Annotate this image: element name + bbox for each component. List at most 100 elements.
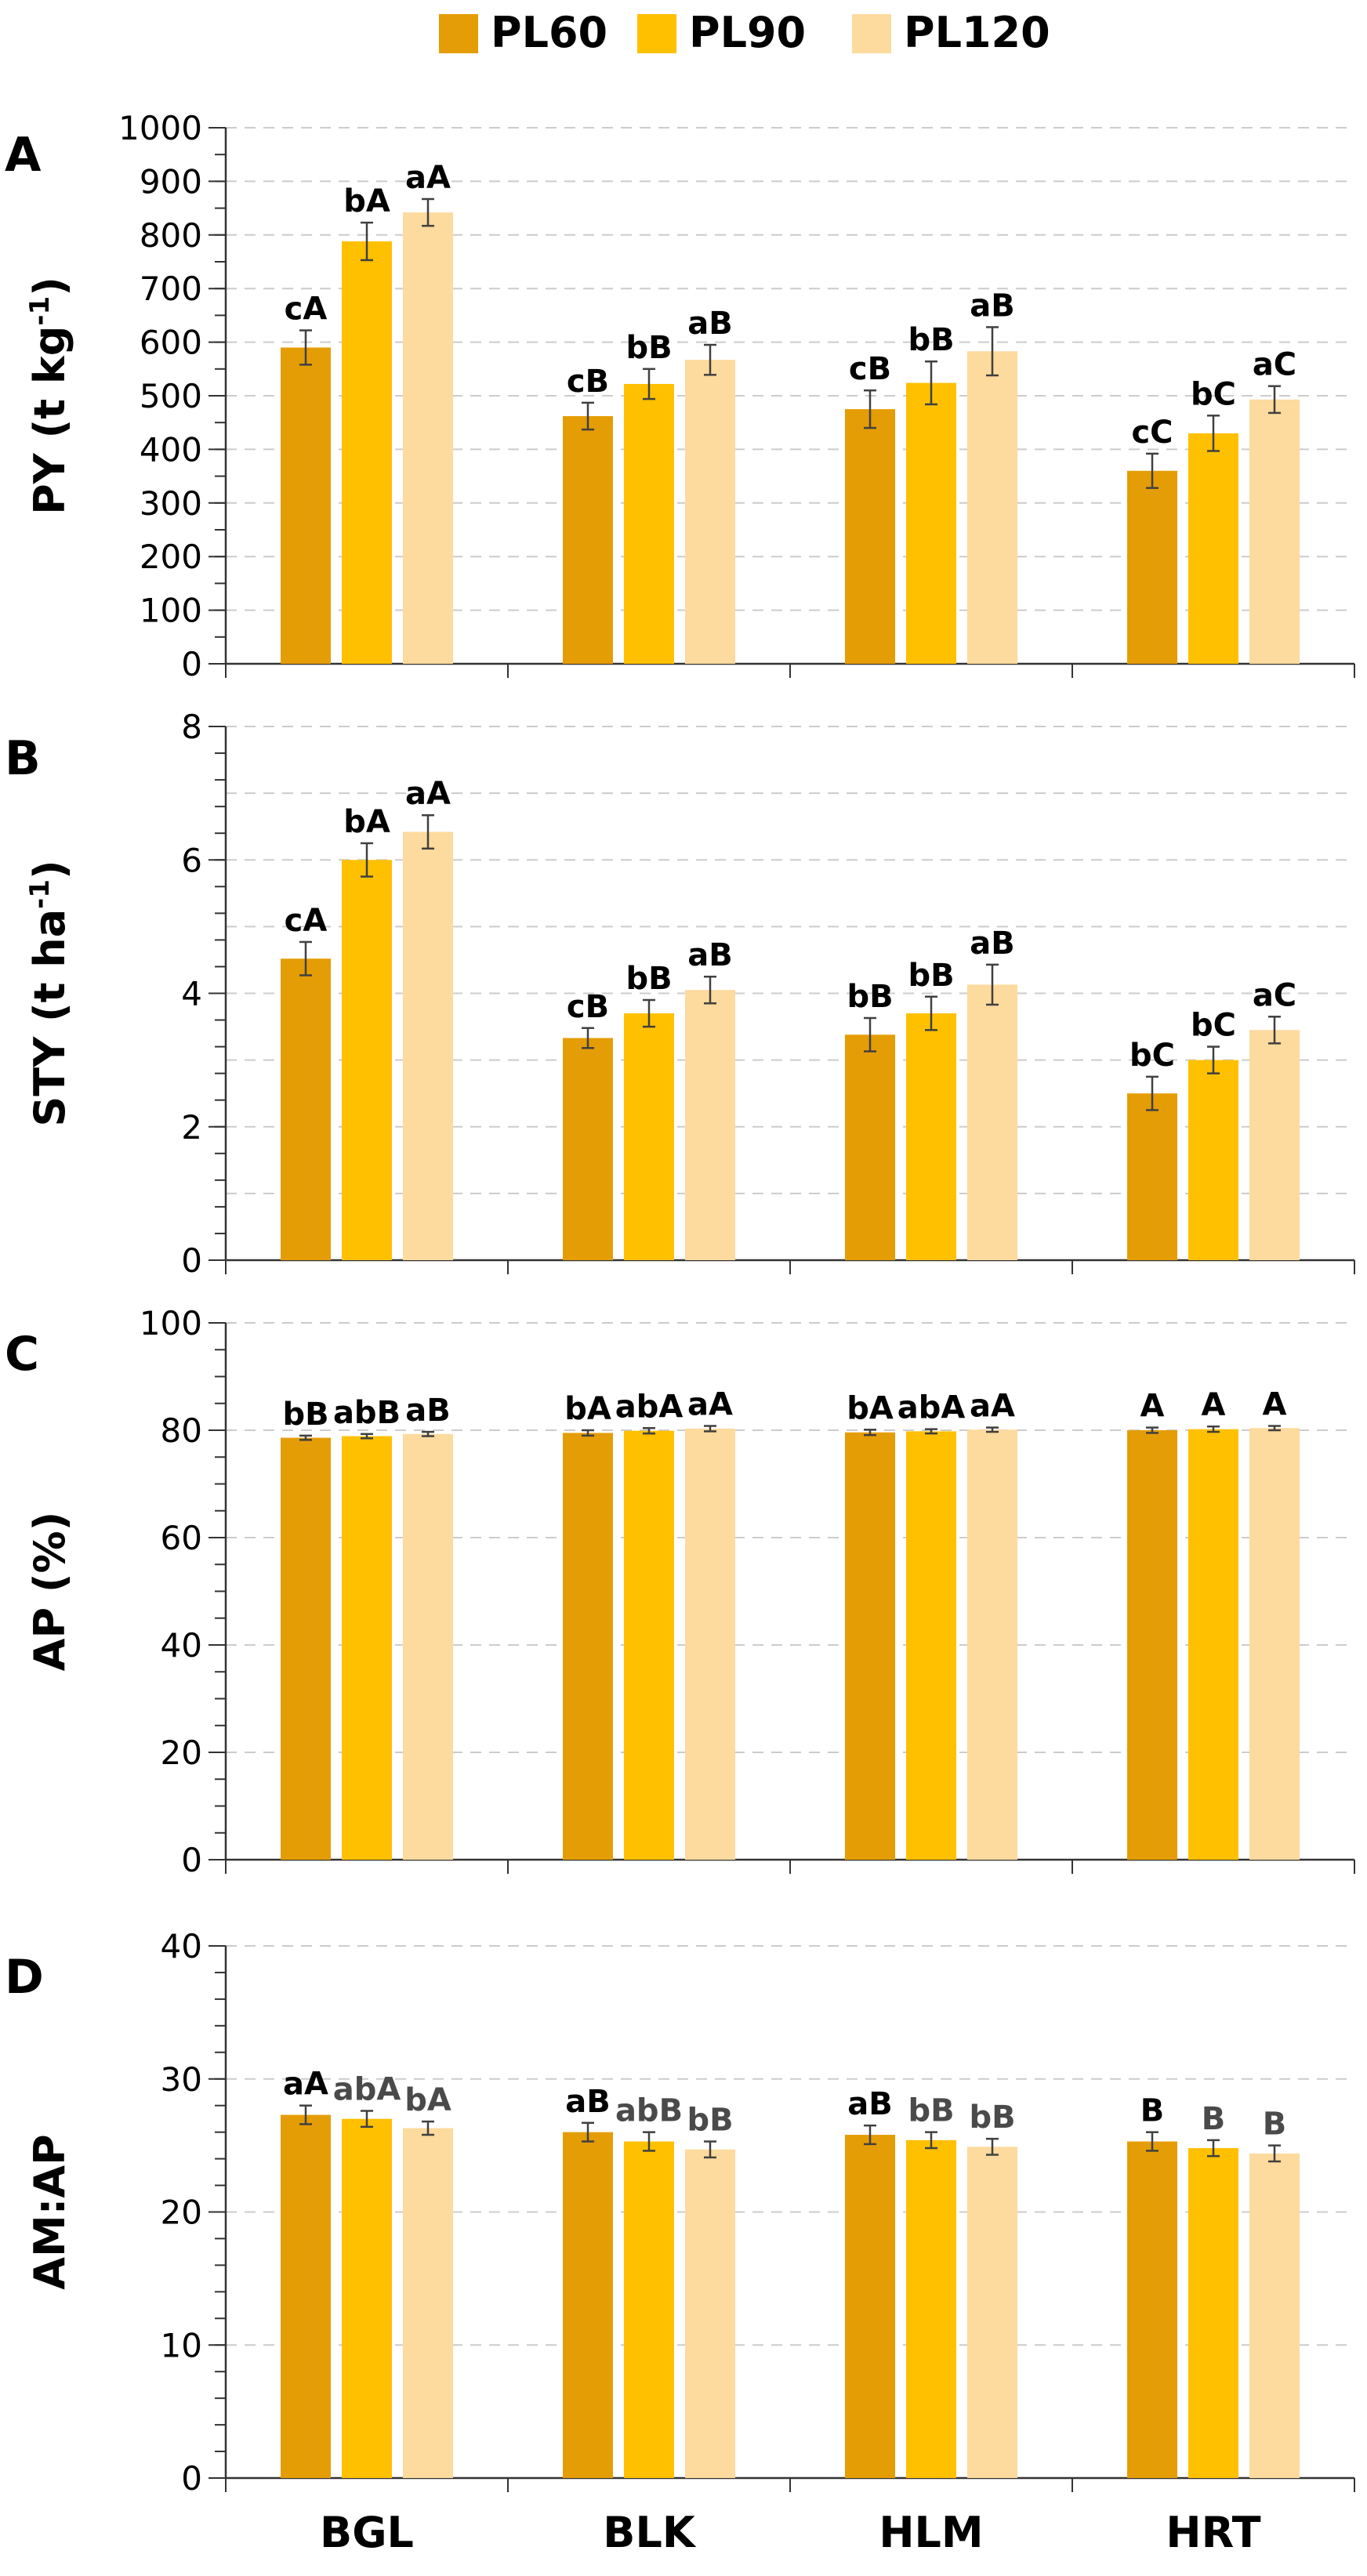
bar-pl120-hlm	[967, 351, 1017, 664]
bar-pl60-blk	[563, 1433, 613, 1860]
significance-label: bC	[1191, 1008, 1236, 1044]
legend: PL60 PL90 PL120	[439, 8, 1050, 57]
bar-pl90-blk	[624, 1013, 674, 1260]
y-axis-label: AM:AP	[25, 2134, 74, 2290]
y-tick-label: 800	[140, 216, 202, 255]
significance-label: aB	[970, 288, 1014, 324]
significance-label: bB	[908, 958, 954, 994]
significance-label: bB	[969, 2100, 1015, 2136]
significance-label: aB	[847, 2086, 892, 2122]
significance-label: bB	[908, 322, 954, 358]
significance-label: aA	[687, 1387, 733, 1423]
y-tick-label: 900	[140, 162, 202, 201]
bar-pl60-bgl	[281, 958, 331, 1260]
y-axis-label: PY (t kg-1)	[24, 277, 74, 515]
y-tick-label: 700	[140, 270, 202, 308]
significance-label: aB	[970, 926, 1014, 962]
significance-label: aA	[283, 2067, 328, 2103]
bar-pl60-hlm	[845, 1034, 895, 1260]
y-tick-label: 300	[140, 484, 202, 523]
significance-label: B	[1263, 2107, 1287, 2143]
y-tick-label: 10	[161, 2326, 202, 2364]
significance-label: abA	[897, 1390, 966, 1426]
bar-pl60-blk	[563, 1038, 613, 1260]
y-tick-label: 40	[161, 1927, 202, 1966]
bar-pl90-hlm	[906, 2139, 956, 2478]
significance-label: bB	[847, 979, 893, 1015]
significance-label: cA	[285, 903, 328, 939]
significance-label: abA	[333, 2071, 401, 2107]
x-category-label-hlm: HLM	[879, 2508, 983, 2557]
bar-pl90-bgl	[342, 1436, 392, 1860]
bar-pl60-hlm	[845, 1432, 895, 1860]
bar-pl120-hlm	[967, 1429, 1017, 1860]
significance-label: bA	[847, 1390, 894, 1426]
significance-label: bB	[687, 2103, 733, 2139]
panel-letter: A	[5, 128, 42, 183]
bar-pl120-blk	[685, 1428, 735, 1860]
bar-pl120-bgl	[403, 212, 453, 664]
significance-label: bB	[282, 1397, 328, 1433]
y-tick-label: 500	[140, 377, 202, 415]
y-tick-label: 400	[140, 430, 202, 469]
bar-pl60-bgl	[281, 2114, 331, 2478]
bar-pl90-blk	[624, 2141, 674, 2478]
significance-label: bA	[343, 183, 390, 219]
significance-label: B	[1140, 2093, 1165, 2129]
y-tick-label: 6	[181, 841, 202, 879]
bar-pl120-hrt	[1249, 1030, 1300, 1260]
y-tick-label: 600	[140, 324, 202, 362]
significance-label: A	[1140, 1389, 1165, 1425]
y-tick-label: 0	[181, 1241, 202, 1280]
significance-label: aA	[405, 160, 451, 196]
bar-pl60-bgl	[281, 347, 331, 664]
significance-label: aB	[687, 937, 732, 973]
panel-letter: B	[5, 731, 41, 786]
significance-label: bC	[1191, 376, 1236, 412]
legend-swatch	[637, 14, 676, 53]
significance-label: bA	[343, 804, 390, 840]
bar-pl120-hrt	[1249, 1428, 1300, 1860]
bar-pl60-hrt	[1127, 1430, 1177, 1860]
y-axis-label: AP (%)	[25, 1512, 74, 1672]
y-tick-label: 8	[181, 708, 202, 746]
significance-label: aC	[1253, 977, 1296, 1013]
y-tick-label: 100	[140, 592, 202, 630]
legend-swatch	[852, 14, 891, 53]
bar-pl60-blk	[563, 2132, 613, 2478]
significance-label: cB	[849, 351, 891, 387]
x-category-label-bgl: BGL	[320, 2508, 414, 2557]
bar-pl90-hrt	[1188, 433, 1238, 664]
significance-label: abB	[615, 2093, 683, 2129]
significance-label: cA	[285, 292, 328, 328]
legend-swatch	[439, 14, 478, 53]
bar-pl60-hrt	[1127, 1093, 1177, 1260]
significance-label: aA	[405, 776, 451, 812]
y-tick-label: 4	[181, 975, 202, 1013]
y-tick-label: 100	[140, 1304, 202, 1342]
y-tick-label: 30	[161, 2060, 202, 2099]
y-tick-label: 60	[161, 1519, 202, 1557]
bar-pl120-blk	[685, 2149, 735, 2478]
significance-label: bB	[625, 961, 672, 997]
significance-label: abA	[615, 1389, 684, 1425]
panel-letter: D	[5, 1950, 44, 2005]
legend-label: PL90	[689, 8, 806, 57]
y-tick-label: 2	[181, 1108, 202, 1147]
panel-a: A 0 100 200 300 400 500 600 700 800 900 1000 PY (t k…	[5, 109, 1355, 683]
bar-pl90-bgl	[342, 2118, 392, 2478]
bar-pl60-hrt	[1127, 2141, 1177, 2478]
bar-pl120-hrt	[1249, 399, 1300, 664]
y-tick-label: 80	[161, 1411, 202, 1450]
panel-letter: C	[5, 1327, 39, 1382]
x-category-label-hrt: HRT	[1166, 2508, 1260, 2557]
y-tick-label: 1000	[118, 109, 202, 147]
bar-pl120-bgl	[403, 2128, 453, 2478]
significance-label: aB	[405, 1393, 450, 1429]
y-tick-label: 200	[140, 538, 202, 576]
bar-pl60-hlm	[845, 2135, 895, 2478]
y-axis-label: STY (t ha-1)	[24, 860, 74, 1126]
